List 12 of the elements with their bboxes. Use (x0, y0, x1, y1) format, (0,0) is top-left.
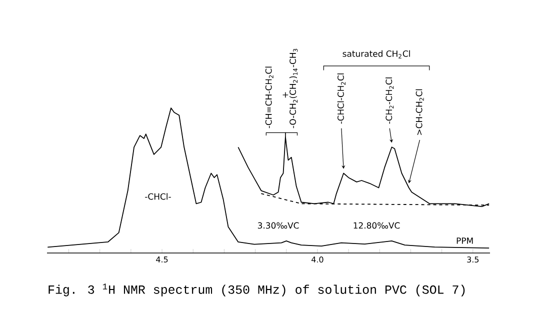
annotation: 12.80‰VC (354, 222, 400, 229)
text: Fig. 3 $^{1}$H NMR spectrum (350 MHz) of solution PVC (SOL 7) (48, 284, 465, 296)
annotation: -CH$_{2}$-CH$_{2}$Cl (386, 78, 394, 124)
annotation: PPM (456, 238, 473, 244)
annotation: -CHCl-CH$_{2}$Cl (337, 74, 346, 124)
text: + (282, 92, 288, 98)
annotation: -CHCl- (145, 193, 171, 200)
annotation: -CH=CH-CH$_{2}$Cl (265, 66, 274, 128)
annotation: >CH-CH$_{2}$Cl (416, 89, 424, 135)
annotation: 3.30‰VC (258, 222, 299, 229)
annotation: -O-CH$_{2}$(CH$_{2}$)$_{14}$-CH$_{3}$ (289, 48, 298, 128)
text: saturated CH$_{2}$Cl (342, 50, 410, 58)
